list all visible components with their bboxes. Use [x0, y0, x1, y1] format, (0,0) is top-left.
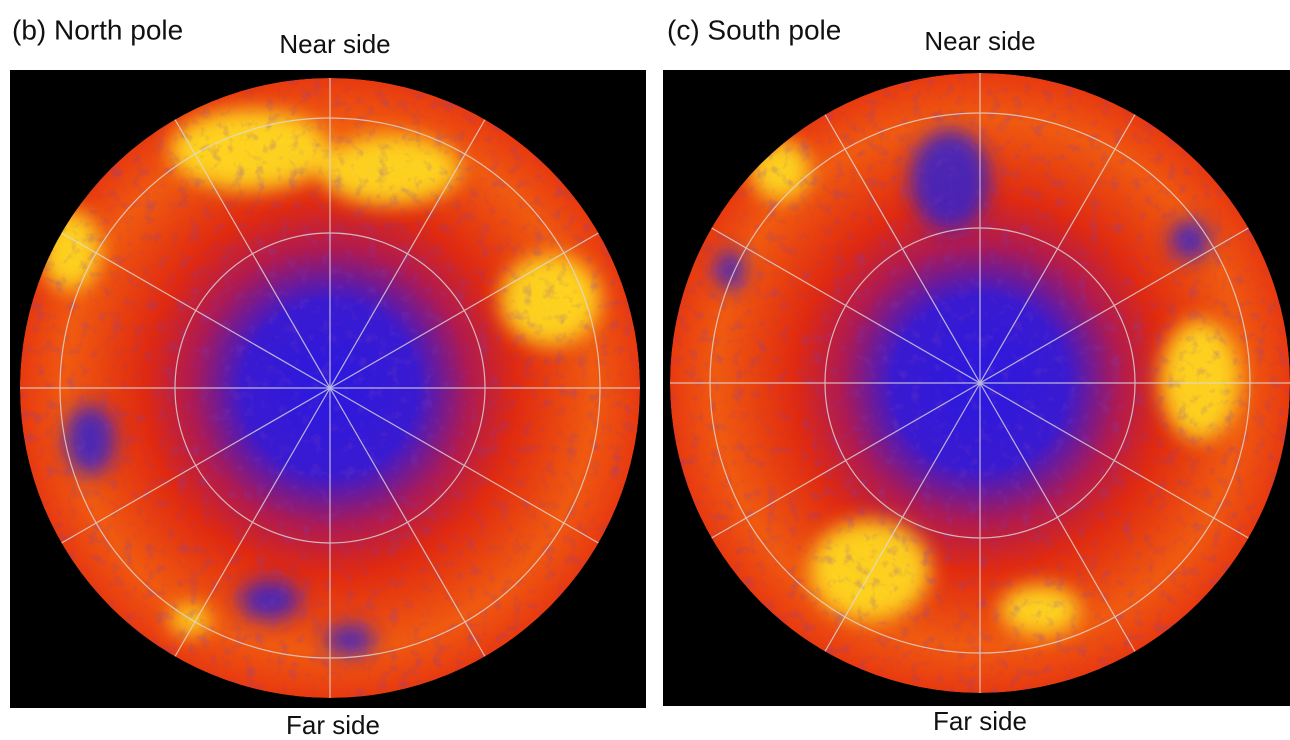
figure: (b) North pole Near side Far side (c) So…	[0, 0, 1290, 740]
panel-label: (b) North pole	[12, 14, 183, 45]
top-label: Near side	[924, 26, 1035, 56]
panel-label: (c) South pole	[667, 14, 841, 45]
top-label: Near side	[279, 29, 390, 59]
bottom-label: Far side	[933, 706, 1027, 736]
bottom-label: Far side	[286, 710, 380, 740]
